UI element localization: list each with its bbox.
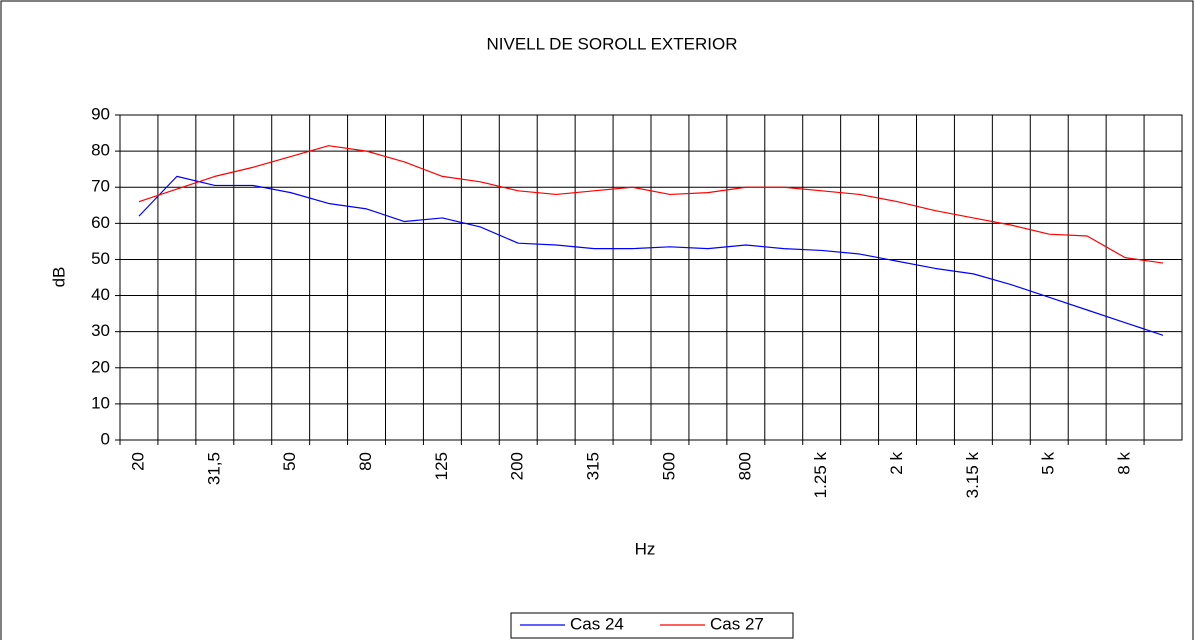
y-tick-label: 50 (91, 249, 110, 268)
legend-label: Cas 24 (570, 614, 624, 633)
y-tick-label: 70 (91, 177, 110, 196)
y-tick-label: 30 (91, 321, 110, 340)
y-tick-label: 0 (101, 429, 110, 448)
x-tick-label: 5 k (1039, 452, 1058, 475)
y-tick-label: 20 (91, 357, 110, 376)
y-axis-title: dB (49, 267, 68, 288)
chart-title: NIVELL DE SOROLL EXTERIOR (487, 34, 738, 53)
y-tick-label: 40 (91, 285, 110, 304)
x-tick-label: 315 (584, 452, 603, 480)
y-tick-label: 10 (91, 393, 110, 412)
x-tick-label: 800 (735, 452, 754, 480)
x-tick-label: 1.25 k (811, 452, 830, 499)
x-tick-label: 200 (508, 452, 527, 480)
x-tick-label: 80 (356, 452, 375, 471)
y-tick-label: 80 (91, 141, 110, 160)
x-tick-label: 3.15 k (963, 452, 982, 499)
y-tick-label: 90 (91, 104, 110, 123)
x-tick-label: 31,5 (204, 452, 223, 485)
x-tick-label: 125 (432, 452, 451, 480)
x-tick-label: 500 (659, 452, 678, 480)
x-tick-label: 8 k (1115, 452, 1134, 475)
legend-label: Cas 27 (710, 614, 764, 633)
x-tick-label: 20 (128, 452, 147, 471)
data-line (138, 145, 1164, 264)
x-tick-label: 2 k (887, 452, 906, 475)
data-line (138, 175, 1164, 336)
x-axis-title: Hz (635, 539, 656, 558)
x-tick-label: 50 (280, 452, 299, 471)
y-tick-label: 60 (91, 213, 110, 232)
